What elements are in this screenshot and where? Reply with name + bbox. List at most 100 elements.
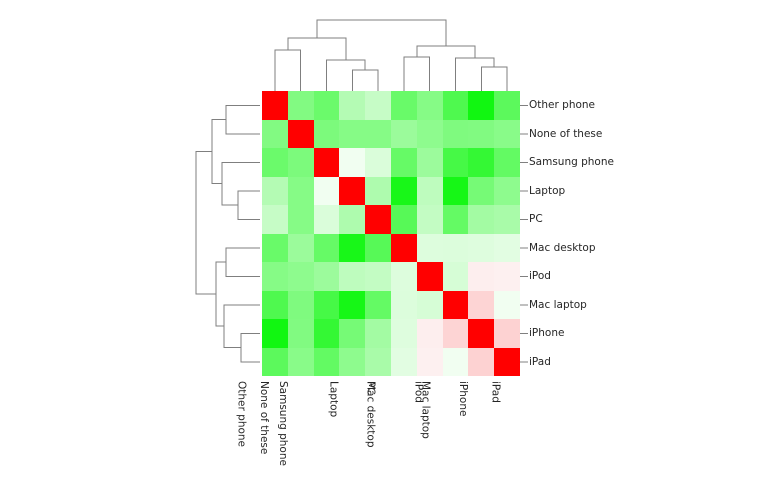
heatmap-cell bbox=[442, 119, 469, 148]
heatmap-cell bbox=[442, 347, 469, 376]
heatmap-cell bbox=[262, 319, 288, 348]
column-label-slot: None of these bbox=[258, 379, 314, 477]
heatmap-cell bbox=[468, 91, 495, 120]
heatmap-cell bbox=[287, 205, 314, 234]
row-label: Mac laptop bbox=[529, 298, 587, 311]
heatmap-cell bbox=[262, 91, 288, 120]
heatmap-cell bbox=[313, 205, 340, 234]
heatmap-cell bbox=[416, 91, 443, 120]
heatmap-cell bbox=[494, 205, 520, 234]
column-label-slot: Laptop bbox=[328, 379, 365, 477]
dendro-link-laptop-pc bbox=[237, 190, 260, 220]
dendro-link-left-cluster bbox=[287, 37, 347, 60]
row-label: iPhone bbox=[529, 327, 565, 339]
row-tick-marks bbox=[520, 104, 528, 363]
heatmap-cell bbox=[262, 290, 288, 319]
heatmap-cell bbox=[365, 91, 391, 120]
heatmap-cell bbox=[262, 347, 288, 376]
row-label: Mac desktop bbox=[529, 241, 596, 254]
heatmap-cell bbox=[390, 319, 417, 348]
column-label: Laptop bbox=[327, 381, 340, 418]
row-label: Samsung phone bbox=[529, 156, 614, 168]
heatmap-cell bbox=[287, 233, 314, 262]
heatmap-cell bbox=[390, 119, 417, 148]
column-dendrogram bbox=[274, 19, 508, 90]
dendro-link-maclaptop-iphoneipad bbox=[223, 304, 260, 348]
heatmap-cell bbox=[494, 290, 520, 319]
heatmap-cell bbox=[390, 148, 417, 177]
heatmap-cell bbox=[494, 148, 520, 177]
column-label: iPhone bbox=[457, 381, 470, 417]
heatmap-cell bbox=[416, 119, 443, 148]
heatmap-cell bbox=[287, 176, 314, 205]
column-tick-marks bbox=[274, 83, 508, 91]
heatmap-cell bbox=[262, 176, 288, 205]
heatmap-cell bbox=[365, 119, 391, 148]
heatmap-cell bbox=[365, 319, 391, 348]
heatmap-cell bbox=[494, 233, 520, 262]
heatmap-cell bbox=[287, 119, 314, 148]
column-label: Other phone bbox=[235, 381, 248, 448]
row-label: PC bbox=[529, 213, 543, 225]
heatmap-cell bbox=[494, 91, 520, 120]
heatmap-cell bbox=[365, 233, 391, 262]
heatmap-cell bbox=[442, 91, 469, 120]
heatmap-cell bbox=[313, 91, 340, 120]
heatmap-cell bbox=[339, 262, 366, 291]
heatmap-cell bbox=[313, 233, 340, 262]
heatmap-cell bbox=[442, 205, 469, 234]
heatmap-cell bbox=[339, 347, 366, 376]
heatmap-cell bbox=[416, 319, 443, 348]
dendro-link-right-cluster bbox=[416, 45, 476, 58]
heatmap-cell bbox=[442, 290, 469, 319]
heatmap-cell bbox=[468, 205, 495, 234]
heatmap-cell bbox=[468, 233, 495, 262]
heatmap-cell bbox=[365, 262, 391, 291]
heatmap-cell bbox=[287, 290, 314, 319]
row-dendrogram bbox=[195, 104, 260, 363]
heatmap-cell bbox=[494, 262, 520, 291]
heatmap-cell bbox=[262, 148, 288, 177]
dendro-link-root bbox=[195, 151, 216, 295]
heatmap-cell bbox=[468, 119, 495, 148]
dendro-link-macdesktop-ipod bbox=[225, 247, 260, 277]
row-label-axis: Other phone None of these Samsung phone Lap… bbox=[529, 91, 649, 376]
heatmap-cell bbox=[416, 148, 443, 177]
heatmap-cell bbox=[313, 290, 340, 319]
column-label: iPad bbox=[489, 381, 502, 403]
heatmap-grid bbox=[262, 91, 520, 376]
heatmap-cell bbox=[416, 262, 443, 291]
heatmap-cell bbox=[416, 290, 443, 319]
heatmap-cell bbox=[468, 290, 495, 319]
heatmap-cell bbox=[442, 262, 469, 291]
heatmap-cell bbox=[390, 262, 417, 291]
column-label-slot: iPad bbox=[490, 379, 520, 477]
heatmap-cell bbox=[313, 262, 340, 291]
heatmap-cell bbox=[365, 290, 391, 319]
dendro-link-root bbox=[316, 19, 447, 46]
heatmap-cell bbox=[468, 148, 495, 177]
heatmap-cell bbox=[287, 347, 314, 376]
heatmap-cell bbox=[313, 148, 340, 177]
heatmap-cell bbox=[339, 176, 366, 205]
heatmap-cell bbox=[390, 347, 417, 376]
column-label: Samsung phone bbox=[277, 381, 290, 466]
heatmap-cell bbox=[468, 347, 495, 376]
heatmap-cell bbox=[262, 119, 288, 148]
heatmap-cell bbox=[494, 119, 520, 148]
heatmap-cell bbox=[468, 176, 495, 205]
heatmap-cell bbox=[339, 233, 366, 262]
heatmap-cell bbox=[287, 148, 314, 177]
heatmap-cell bbox=[313, 347, 340, 376]
heatmap-cell bbox=[390, 91, 417, 120]
heatmap-cell bbox=[365, 176, 391, 205]
row-label: Laptop bbox=[529, 184, 566, 197]
dendro-link-samsung-laptoppc bbox=[221, 161, 260, 206]
column-label: Mac laptop bbox=[420, 381, 433, 439]
heatmap-cell bbox=[313, 319, 340, 348]
dendro-link-top-cluster bbox=[211, 119, 226, 185]
heatmap-cell bbox=[339, 119, 366, 148]
row-label: None of these bbox=[529, 127, 603, 140]
heatmap-cell bbox=[313, 119, 340, 148]
row-label: Other phone bbox=[529, 99, 596, 111]
